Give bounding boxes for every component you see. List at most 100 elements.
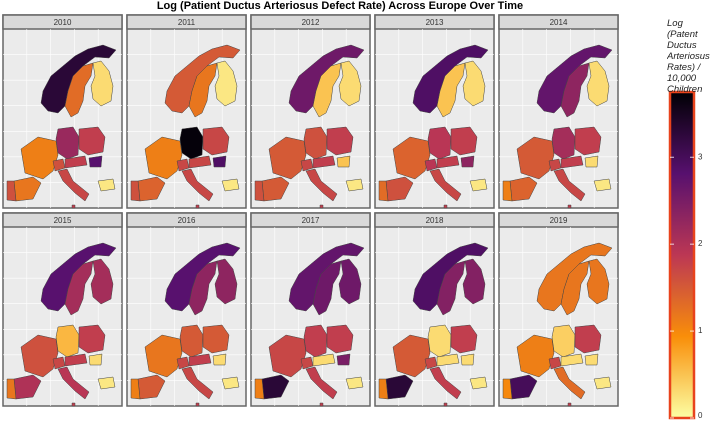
region xyxy=(436,62,466,118)
region xyxy=(78,126,106,156)
region xyxy=(305,168,338,202)
panel-label: 2017 xyxy=(302,216,320,225)
region xyxy=(55,324,80,358)
region xyxy=(20,334,59,378)
region xyxy=(551,324,576,358)
panel: 2011 xyxy=(126,14,247,209)
region xyxy=(567,402,572,407)
region xyxy=(188,155,212,169)
region xyxy=(64,353,88,367)
legend-tick-label: 3 xyxy=(698,152,703,161)
region xyxy=(338,258,362,305)
region xyxy=(553,366,586,400)
region xyxy=(303,324,328,358)
region xyxy=(427,126,452,160)
region xyxy=(188,260,218,316)
panel: 2012 xyxy=(250,14,371,209)
region xyxy=(560,353,584,367)
region xyxy=(560,62,590,118)
region xyxy=(378,180,389,202)
region xyxy=(88,155,103,168)
panel-label: 2013 xyxy=(426,18,444,27)
region xyxy=(462,258,486,305)
panel-label: 2011 xyxy=(178,18,196,27)
panel: 2013 xyxy=(374,14,495,209)
region xyxy=(450,324,478,354)
region xyxy=(40,242,117,312)
region xyxy=(88,353,103,366)
region xyxy=(462,60,486,107)
region xyxy=(551,126,576,160)
region xyxy=(392,136,431,180)
map xyxy=(6,242,117,407)
region xyxy=(64,155,88,169)
region xyxy=(40,44,117,114)
map xyxy=(130,242,241,407)
panel: 2015 xyxy=(2,212,123,407)
region xyxy=(188,62,218,118)
region xyxy=(378,378,389,400)
panel: 2018 xyxy=(374,212,495,407)
region xyxy=(392,334,431,378)
chart-title: Log (Patient Ductus Arteriosus Defect Ra… xyxy=(157,0,523,12)
legend-title: Log (Patent Ductus Arteriosus Rates) / 1… xyxy=(667,18,710,95)
region xyxy=(195,204,200,209)
region xyxy=(574,126,602,156)
legend-tick-label: 0 xyxy=(698,411,703,420)
region xyxy=(214,60,238,107)
panel-strip xyxy=(2,14,123,30)
region xyxy=(536,44,613,114)
region xyxy=(312,62,342,118)
map xyxy=(502,44,613,209)
region xyxy=(436,353,460,367)
region xyxy=(254,378,265,400)
region xyxy=(326,324,354,354)
panel: 2017 xyxy=(250,212,371,407)
region xyxy=(443,402,448,407)
region xyxy=(78,324,106,354)
region xyxy=(560,260,590,316)
region xyxy=(202,324,230,354)
map xyxy=(378,44,489,209)
region xyxy=(305,366,338,400)
panel: 2014 xyxy=(498,14,619,209)
map xyxy=(130,44,241,209)
panel-strip xyxy=(374,14,495,30)
panel: 2010 xyxy=(2,14,123,209)
region xyxy=(221,376,240,390)
region xyxy=(90,258,114,305)
region xyxy=(429,366,462,400)
region xyxy=(303,126,328,160)
map xyxy=(378,242,489,407)
region xyxy=(586,60,610,107)
region xyxy=(560,155,584,169)
region xyxy=(336,155,351,168)
region xyxy=(429,168,462,202)
region xyxy=(214,258,238,305)
region xyxy=(57,366,90,400)
region xyxy=(436,260,466,316)
panel-label: 2015 xyxy=(54,216,72,225)
region xyxy=(469,178,488,192)
region xyxy=(179,126,204,160)
region xyxy=(584,353,599,366)
region xyxy=(144,136,183,180)
region xyxy=(450,126,478,156)
panel-strip xyxy=(374,212,495,228)
panel-label: 2010 xyxy=(54,18,72,27)
region xyxy=(460,155,475,168)
panel-strip xyxy=(2,212,123,228)
region xyxy=(516,136,555,180)
region xyxy=(412,242,489,312)
color-bar xyxy=(668,90,696,420)
region xyxy=(288,44,365,114)
map xyxy=(254,44,365,209)
region xyxy=(443,204,448,209)
panel-strip xyxy=(250,212,371,228)
region xyxy=(97,376,116,390)
region xyxy=(212,155,227,168)
map xyxy=(254,242,365,407)
map xyxy=(502,242,613,407)
